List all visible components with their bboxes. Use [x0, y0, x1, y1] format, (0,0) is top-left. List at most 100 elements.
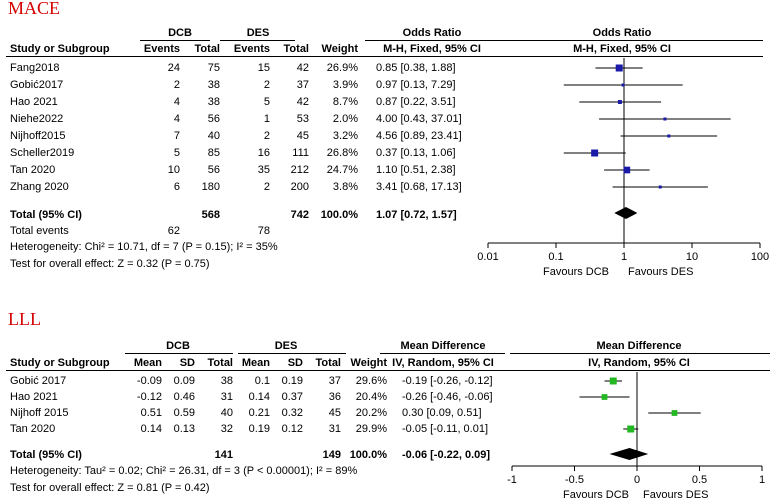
point-estimate-marker [671, 410, 678, 416]
lll-total-weight: 100.0% [349, 449, 387, 461]
mace-row-total-2: 53 [296, 113, 309, 125]
lll-row-mean-1: -0.12 [136, 391, 162, 403]
lll-plot-header: Mean Difference [596, 340, 682, 352]
lll-row-total-2: 45 [328, 407, 341, 419]
mace-forest-plot: 0.01 0.1 1 10 100 [477, 58, 769, 263]
lll-row-sd-2: 0.19 [281, 375, 303, 387]
mace-row-name: Nijhoff2015 [10, 130, 66, 142]
mace-row-weight: 26.9% [326, 62, 358, 74]
mace-group-des: DES [246, 27, 270, 39]
lll-row-total-1: 32 [220, 423, 233, 435]
mace-table-rule [6, 56, 763, 57]
lll-favours-left: Favours DCB [563, 489, 630, 501]
mace-row-weight: 2.0% [332, 113, 358, 125]
lll-row-sd-2: 0.32 [281, 407, 303, 419]
lll-row-total-1: 40 [220, 407, 233, 419]
mace-row-events-1: 10 [167, 164, 180, 176]
mace-total-events-1: 62 [167, 225, 180, 237]
mace-row-ci: 3.41 [0.68, 17.13] [376, 181, 462, 193]
lll-row-name: Gobić 2017 [10, 375, 67, 387]
mace-row-weight: 3.9% [332, 79, 358, 91]
mace-row-weight: 8.7% [332, 96, 358, 108]
mace-row-name: Niehe2022 [10, 113, 64, 125]
mace-col-events-1: Events [143, 43, 180, 55]
mace-row-total-2: 45 [296, 130, 309, 142]
lll-row-sd-1: 0.46 [173, 391, 195, 403]
mace-row-events-2: 2 [263, 130, 270, 142]
lll-row-sd-1: 0.13 [173, 423, 195, 435]
mace-total-label: Total (95% CI) [10, 209, 82, 221]
lll-row-mean-2: 0.1 [254, 375, 270, 387]
mace-row-total-2: 200 [290, 181, 309, 193]
mace-col-weight: Weight [321, 43, 358, 55]
point-estimate-marker [609, 377, 617, 385]
lll-row-sd-2: 0.37 [281, 391, 303, 403]
mace-total-ci: 1.07 [0.72, 1.57] [376, 209, 457, 221]
mace-header-rule-1 [140, 40, 210, 41]
x-tick-label: 0 [634, 474, 640, 486]
mace-row-ci: 0.87 [0.22, 3.51] [376, 96, 456, 108]
mace-row-events-2: 5 [263, 96, 270, 108]
mace-row-ci: 4.56 [0.89, 23.41] [376, 130, 462, 142]
mace-plot-subheader: M-H, Fixed, 95% CI [573, 43, 671, 55]
mace-header-rule-2 [220, 40, 295, 41]
lll-total-label: Total (95% CI) [10, 449, 82, 461]
mace-col-total-2: Total [283, 43, 309, 55]
mace-effect-subheader: M-H, Fixed, 95% CI [383, 43, 481, 55]
lll-row-mean-2: 0.19 [248, 423, 270, 435]
lll-row-sd-1: 0.59 [173, 407, 195, 419]
point-estimate-marker [621, 83, 625, 87]
mace-overall-effect: Test for overall effect: Z = 0.32 (P = 0… [10, 258, 210, 270]
lll-header-rule-1 [125, 353, 233, 354]
mace-row-total-1: 56 [207, 164, 220, 176]
lll-group-des: DES [274, 340, 298, 352]
lll-row-total-2: 31 [328, 423, 341, 435]
mace-total-weight: 100.0% [320, 209, 358, 221]
mace-group-dcb: DCB [168, 27, 192, 39]
lll-row-total-2: 37 [328, 375, 341, 387]
mace-row-total-2: 212 [290, 164, 309, 176]
point-estimate-marker [601, 394, 608, 400]
lll-row-ci: -0.26 [-0.46, -0.06] [402, 391, 493, 403]
lll-row-sd-2: 0.12 [281, 423, 303, 435]
mace-row-name: Gobić2017 [10, 79, 64, 91]
lll-col-mean-2: Mean [241, 357, 270, 369]
lll-title: LLL [8, 309, 41, 329]
mace-col-total-1: Total [194, 43, 220, 55]
point-estimate-marker [623, 166, 631, 174]
mace-row-name: Scheller2019 [10, 147, 75, 159]
mace-row-events-1: 5 [173, 147, 180, 159]
lll-total-n1: 141 [214, 449, 233, 461]
lll-col-weight: Weight [350, 357, 387, 369]
x-tick-label: 0.1 [548, 251, 563, 263]
lll-plot-subheader: IV, Random, 95% CI [588, 357, 690, 369]
lll-col-total-2: Total [315, 357, 341, 369]
lll-row-weight: 20.2% [355, 407, 387, 419]
lll-header-rule-4 [510, 353, 770, 354]
mace-row-name: Fang2018 [10, 62, 60, 74]
mace-row-events-1: 2 [173, 79, 180, 91]
lll-col-mean-1: Mean [133, 357, 162, 369]
mace-col-events-2: Events [233, 43, 270, 55]
mace-total-events-label: Total events [10, 225, 69, 237]
lll-row-name: Tan 2020 [10, 423, 56, 435]
x-tick-label: 1 [621, 251, 627, 263]
lll-row-mean-1: -0.09 [136, 375, 162, 387]
lll-row-mean-2: 0.14 [248, 391, 270, 403]
lll-row-name: Hao 2021 [10, 391, 58, 403]
mace-row-events-2: 35 [257, 164, 270, 176]
mace-row-name: Tan 2020 [10, 164, 56, 176]
lll-favours-right: Favours DES [643, 489, 709, 501]
mace-row-events-2: 1 [263, 113, 270, 125]
lll-total-n2: 149 [322, 449, 341, 461]
mace-row-total-1: 75 [207, 62, 220, 74]
mace-row-events-1: 6 [173, 181, 180, 193]
x-tick-label: 10 [686, 251, 698, 263]
mace-row-events-2: 2 [263, 79, 270, 91]
lll-col-study: Study or Subgroup [10, 357, 110, 369]
point-estimate-marker [627, 425, 635, 433]
x-tick-label: 0.5 [692, 474, 707, 486]
mace-total-n2: 742 [290, 209, 309, 221]
